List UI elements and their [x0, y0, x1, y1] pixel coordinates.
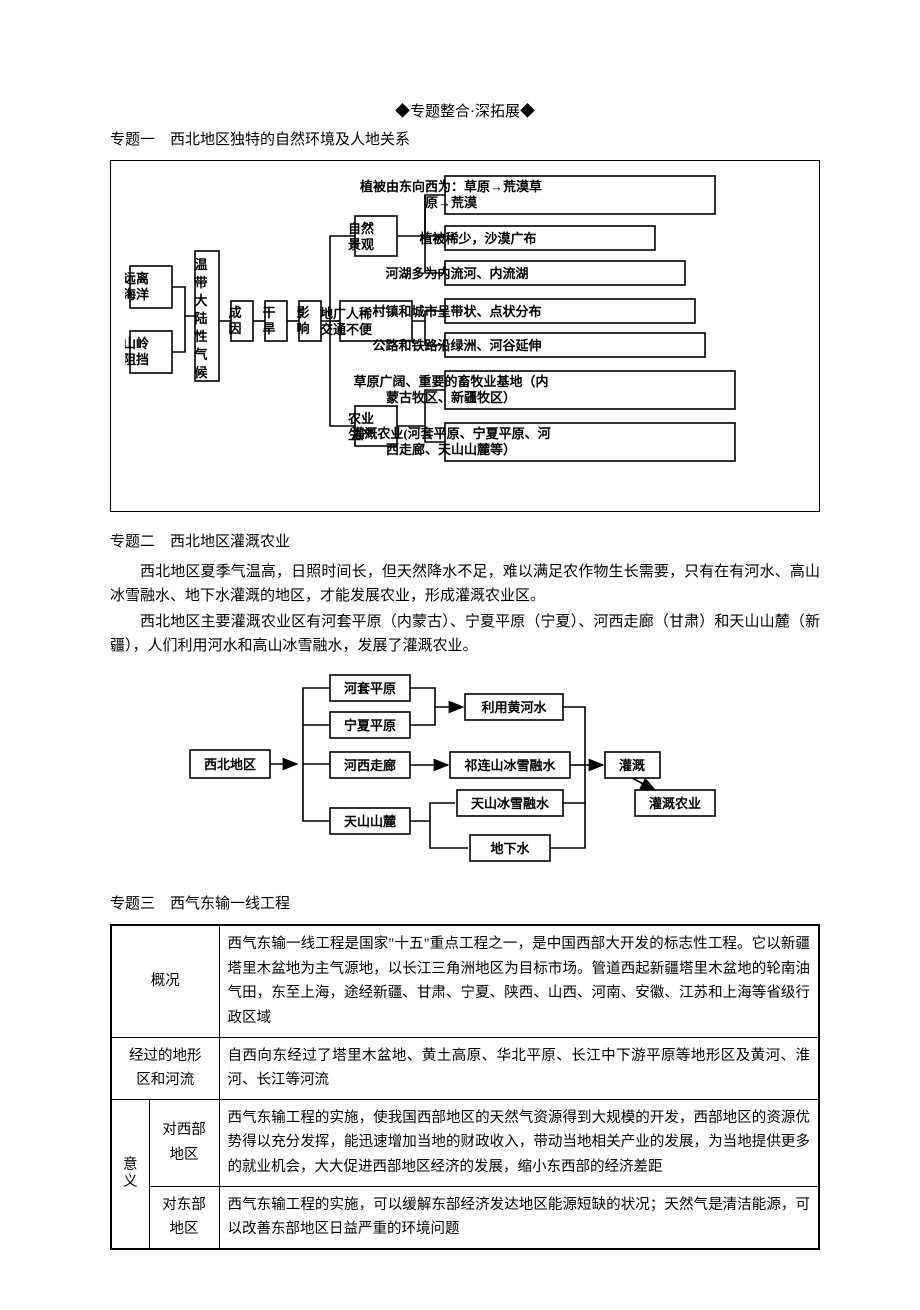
d2-c1b: 宁夏平原: [344, 718, 396, 733]
table-row: 意 义 对西部 地区 西气东输工程的实施，使我国西部地区的天然气资源得到大规模的…: [111, 1099, 819, 1186]
t3-row2-label: 经过的地形 区和河流: [111, 1037, 219, 1099]
d2-c2a: 利用黄河水: [481, 700, 547, 715]
table-row: 经过的地形 区和河流 自西向东经过了塔里木盆地、黄土高原、华北平原、长江中下游平…: [111, 1037, 819, 1099]
t3-row1-text: 西气东输一线工程是国家"十五"重点工程之一，是中国西部大开发的标志性工程。它以新…: [219, 925, 819, 1037]
d1-r4: 村镇和城市呈带状、点状分布: [372, 304, 541, 319]
center-title: ◆专题整合·深拓展◆: [110, 100, 820, 124]
topic1-svg: .box { fill:#ffffff; stroke:#000000; str…: [125, 171, 805, 501]
d2-c3a: 灌溉: [619, 758, 645, 773]
t3-row3a-text: 西气东输工程的实施，使我国西部地区的天然气资源得到大规模的开发，西部地区的资源优…: [219, 1099, 819, 1186]
t3-row3b-label: 对东部 地区: [149, 1186, 219, 1249]
t3-row3-label-v: 意 义: [111, 1099, 149, 1249]
t3-row3b-text: 西气东输工程的实施，可以缓解东部经济发达地区能源短缺的状况；天然气是清洁能源，可…: [219, 1186, 819, 1249]
topic2-para1: 西北地区夏季气温高，日照时间长，但天然降水不足，难以满足农作物生长需要，只有在有…: [110, 560, 820, 608]
topic2-heading: 专题二 西北地区灌溉农业: [110, 530, 820, 554]
topic1-heading: 专题一 西北地区独特的自然环境及人地关系: [110, 128, 820, 152]
d1-left-a: 远离海洋: [125, 271, 149, 302]
topic2-svg: .box { fill:#ffffff; stroke:#000000; str…: [185, 670, 745, 870]
topic1-diagram: .box { fill:#ffffff; stroke:#000000; str…: [110, 160, 820, 512]
topic3-table: 概况 西气东输一线工程是国家"十五"重点工程之一，是中国西部大开发的标志性工程。…: [110, 924, 820, 1250]
d1-left-b: 山岭阻挡: [125, 336, 149, 367]
t3-row2-text: 自西向东经过了塔里木盆地、黄土高原、华北平原、长江中下游平原等地形区及黄河、淮河…: [219, 1037, 819, 1099]
topic2-diagram: .box { fill:#ffffff; stroke:#000000; str…: [110, 666, 820, 874]
d2-c2b: 祁连山冰雪融水: [464, 758, 556, 773]
d1-climate: 温带大陆性气候: [194, 257, 208, 380]
d2-c1a: 河套平原: [344, 681, 396, 696]
d2-c2d: 地下水: [490, 841, 530, 856]
d2-c3b: 灌溉农业: [649, 796, 701, 811]
t3-row3a-label: 对西部 地区: [149, 1099, 219, 1186]
d2-c1d: 天山山麓: [344, 814, 397, 829]
d2-c1c: 河西走廊: [344, 758, 396, 773]
table-row: 概况 西气东输一线工程是国家"十五"重点工程之一，是中国西部大开发的标志性工程。…: [111, 925, 819, 1037]
d2-root: 西北地区: [204, 757, 256, 772]
topic2-para2: 西北地区主要灌溉农业区有河套平原（内蒙古）、宁夏平原（宁夏）、河西走廊（甘肃）和…: [110, 610, 820, 658]
d1-r3: 河湖多为内流河、内流湖: [385, 266, 528, 281]
d1-r5: 公路和铁路沿绿洲、河谷延伸: [372, 338, 541, 353]
topic3-heading: 专题三 西气东输一线工程: [110, 892, 820, 916]
d2-c2c: 天山冰雪融水: [471, 796, 550, 811]
table-row: 对东部 地区 西气东输工程的实施，可以缓解东部经济发达地区能源短缺的状况；天然气…: [111, 1186, 819, 1249]
d1-r2: 植被稀少，沙漠广布: [418, 231, 536, 246]
t3-row1-label: 概况: [111, 925, 219, 1037]
